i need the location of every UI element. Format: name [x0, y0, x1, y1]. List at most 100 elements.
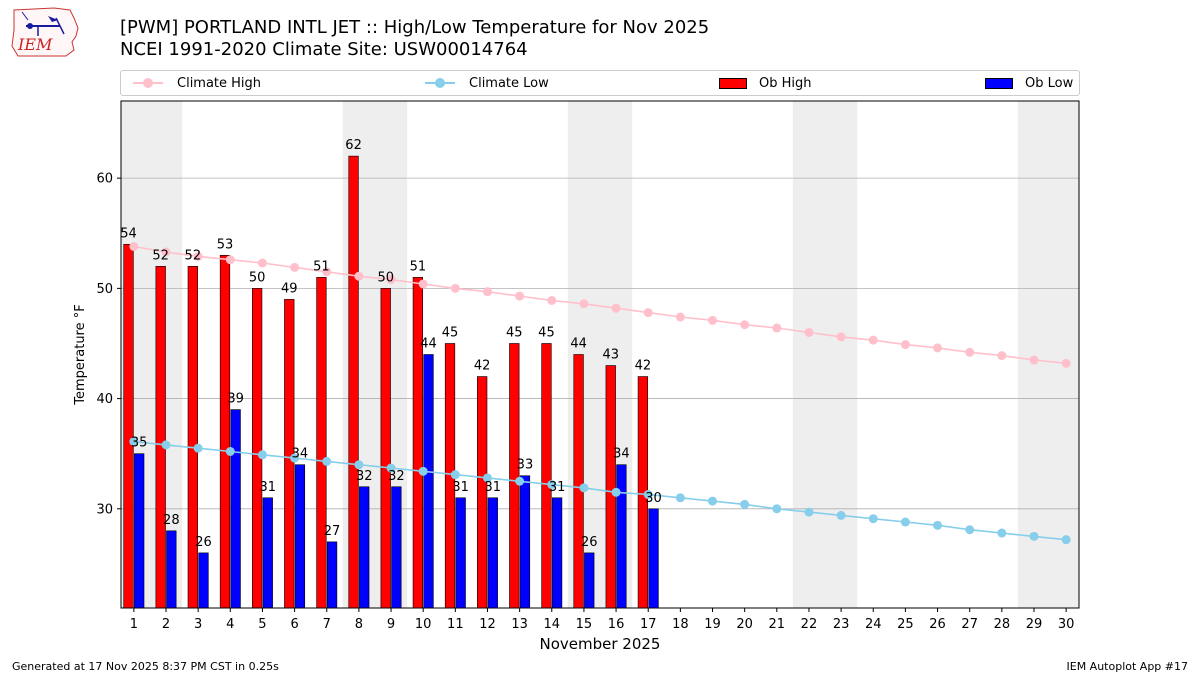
legend-item-climate-high: Climate High	[133, 71, 261, 95]
climate-low-point-day-27	[965, 525, 975, 535]
ob-low-value-label-day-8: 32	[356, 469, 373, 484]
ob-low-box-swatch	[985, 77, 1013, 89]
x-tick-label-2: 2	[162, 617, 170, 632]
ob-high-value-label-day-15: 44	[570, 337, 587, 352]
ob-low-value-label-day-11: 31	[452, 480, 469, 495]
climate-high-point-day-21	[772, 323, 782, 333]
x-tick-label-3: 3	[194, 617, 202, 632]
ob-high-value-label-day-11: 45	[442, 325, 459, 340]
ob-low-bar-day-2	[166, 530, 177, 609]
ob-low-bar-day-14	[551, 497, 563, 609]
climate-low-point-day-22	[804, 507, 814, 517]
climate-high-point-day-26	[933, 343, 943, 353]
climate-low-point-day-29	[1029, 531, 1039, 541]
ob-high-bar-day-16	[605, 365, 616, 609]
x-tick-label-23: 23	[833, 617, 850, 632]
climate-high-point-day-8	[354, 271, 364, 281]
climate-low-point-day-18	[675, 493, 685, 503]
climate-low-point-day-14	[547, 480, 557, 490]
ob-low-bar-day-11	[455, 497, 466, 609]
climate-low-point-day-26	[933, 520, 943, 530]
weekend-shade-1	[121, 101, 183, 608]
climate-high-point-day-15	[579, 299, 589, 309]
x-tick-label-4: 4	[226, 617, 234, 632]
climate-low-point-day-2	[161, 440, 171, 450]
ob-high-bar-day-3	[187, 266, 198, 609]
climate-low-point-day-6	[290, 453, 300, 463]
x-tick-label-21: 21	[769, 617, 786, 632]
x-tick-label-6: 6	[290, 617, 298, 632]
climate-high-point-day-22	[804, 327, 814, 337]
x-tick-label-9: 9	[387, 617, 395, 632]
y-tick-label-40: 40	[96, 392, 113, 407]
legend-label-climate-high: Climate High	[177, 75, 262, 91]
ob-high-value-label-day-9: 50	[377, 270, 394, 285]
ob-low-value-label-day-1: 35	[131, 436, 148, 451]
y-tick-label-30: 30	[96, 502, 113, 517]
ob-high-value-label-day-17: 42	[635, 359, 652, 374]
legend: Climate High Climate Low Ob High Ob Low	[120, 70, 1080, 96]
ob-high-value-label-day-13: 45	[506, 325, 523, 340]
climate-high-point-day-12	[482, 287, 492, 297]
climate-high-point-day-13	[515, 291, 525, 301]
climate-high-point-day-7	[322, 267, 332, 277]
ob-low-value-label-day-12: 31	[485, 480, 502, 495]
ob-low-bar-day-15	[584, 552, 595, 609]
ob-high-bar-day-10	[412, 277, 423, 609]
chart-subtitle: NCEI 1991-2020 Climate Site: USW00014764	[120, 39, 528, 60]
climate-high-line	[133, 245, 1067, 365]
ob-low-bar-day-7	[326, 541, 338, 609]
climate-low-point-day-10	[418, 466, 428, 476]
ob-low-value-label-day-13: 33	[517, 458, 534, 473]
ob-high-value-label-day-6: 49	[281, 281, 298, 296]
x-tick-label-18: 18	[672, 617, 689, 632]
ob-low-value-label-day-9: 32	[388, 469, 405, 484]
x-tick-label-17: 17	[640, 617, 657, 632]
climate-low-point-day-1	[129, 437, 139, 447]
climate-low-point-day-12	[482, 473, 492, 483]
climate-high-point-day-23	[836, 332, 846, 342]
x-tick-label-12: 12	[479, 617, 496, 632]
ob-high-value-label-day-7: 51	[313, 259, 330, 274]
ob-low-value-label-day-15: 26	[581, 535, 598, 550]
ob-high-value-label-day-8: 62	[345, 138, 362, 153]
y-axis-label: Temperature °F	[73, 304, 88, 405]
y-tick-label-60: 60	[96, 172, 113, 187]
climate-high-point-day-14	[547, 295, 557, 305]
x-tick-label-11: 11	[447, 617, 464, 632]
chart-title: [PWM] PORTLAND INTL JET :: High/Low Temp…	[120, 17, 710, 38]
climate-high-point-day-17	[643, 308, 653, 318]
ob-low-bar-day-5	[262, 497, 273, 609]
ob-low-value-label-day-14: 31	[549, 480, 566, 495]
climate-low-point-day-4	[225, 446, 235, 456]
climate-high-point-day-19	[708, 315, 718, 325]
x-tick-label-24: 24	[865, 617, 882, 632]
footer-app-id: IEM Autoplot App #17	[1066, 660, 1189, 673]
x-tick-label-8: 8	[355, 617, 363, 632]
climate-low-point-day-7	[322, 456, 332, 466]
iem-logo: IEM	[11, 7, 79, 57]
ob-low-value-label-day-2: 28	[163, 513, 180, 528]
climate-high-point-day-1	[129, 241, 139, 251]
ob-high-value-label-day-14: 45	[538, 325, 555, 340]
legend-label-climate-low: Climate Low	[469, 75, 549, 91]
ob-low-bar-day-1	[134, 453, 145, 609]
x-tick-label-30: 30	[1058, 617, 1075, 632]
ob-high-value-label-day-3: 52	[185, 248, 202, 263]
ob-high-value-label-day-1: 54	[120, 226, 137, 241]
climate-high-point-day-6	[290, 262, 300, 272]
climate-low-point-day-3	[193, 443, 203, 453]
x-tick-label-1: 1	[130, 617, 138, 632]
ob-high-bar-day-2	[155, 266, 166, 609]
ob-high-bar-day-4	[219, 255, 231, 609]
logo-text: IEM	[17, 35, 53, 54]
climate-high-line-swatch	[133, 78, 163, 88]
weekend-shade-4	[792, 101, 858, 608]
climate-low-point-day-16	[611, 487, 621, 497]
climate-low-point-day-15	[579, 483, 589, 493]
ob-high-bar-day-17	[637, 376, 649, 609]
ob-high-value-label-day-16: 43	[602, 348, 619, 363]
ob-high-bar-day-15	[573, 354, 584, 609]
x-tick-label-5: 5	[258, 617, 266, 632]
